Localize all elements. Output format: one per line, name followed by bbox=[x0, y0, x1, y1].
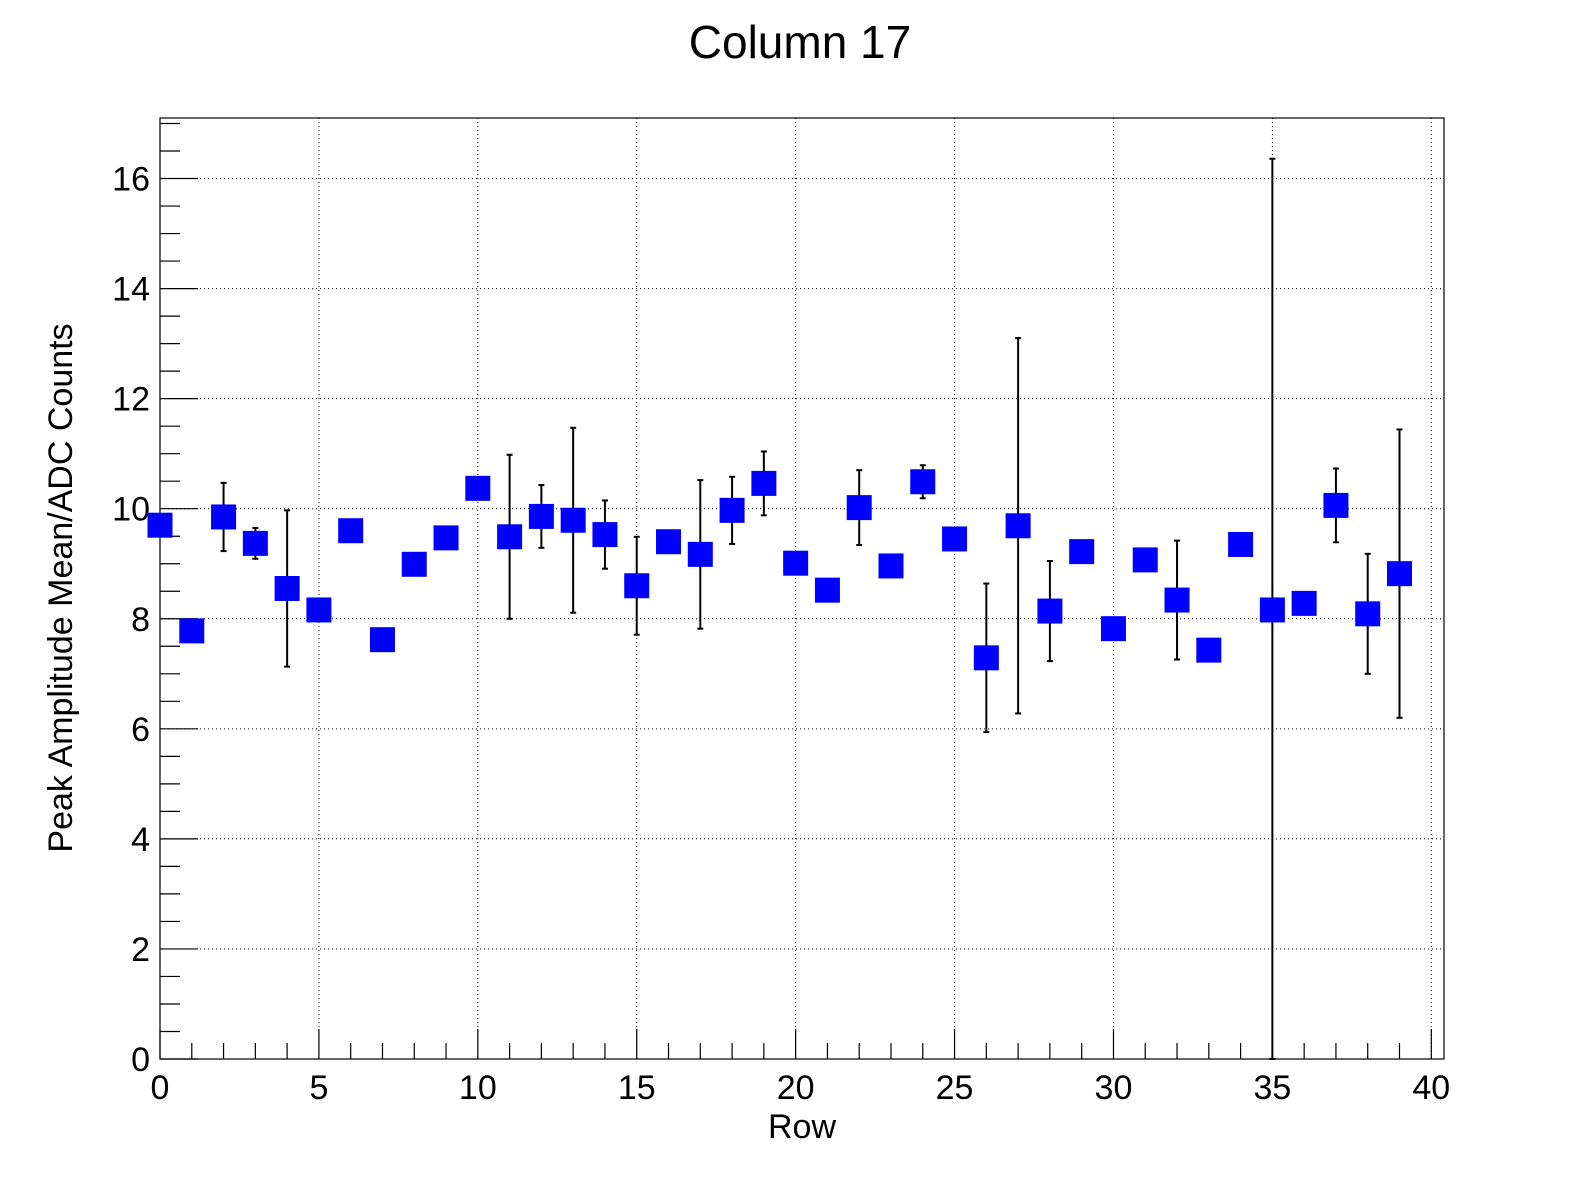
data-point bbox=[942, 526, 968, 552]
data-point bbox=[369, 627, 395, 653]
y-tick-label: 6 bbox=[131, 711, 150, 749]
x-tick-label: 20 bbox=[777, 1069, 815, 1107]
data-point bbox=[878, 553, 904, 579]
data-point bbox=[1100, 616, 1126, 642]
data-point bbox=[211, 504, 237, 530]
data-point bbox=[910, 469, 936, 495]
x-tick-label: 35 bbox=[1253, 1069, 1291, 1107]
x-tick-label: 25 bbox=[936, 1069, 974, 1107]
data-point bbox=[1387, 561, 1413, 587]
data-point bbox=[274, 576, 300, 601]
y-axis-label: Peak Amplitude Mean/ADC Counts bbox=[42, 323, 80, 852]
data-point bbox=[1228, 531, 1254, 557]
x-tick-label: 0 bbox=[151, 1069, 170, 1107]
y-tick-label: 10 bbox=[112, 491, 150, 529]
data-point bbox=[656, 529, 682, 555]
data-point bbox=[1355, 601, 1381, 627]
y-tick-label: 12 bbox=[112, 381, 150, 419]
y-tick-label: 2 bbox=[131, 931, 150, 969]
data-point bbox=[1323, 492, 1349, 518]
x-tick-label: 15 bbox=[618, 1069, 656, 1107]
x-tick-label: 10 bbox=[459, 1069, 497, 1107]
data-points bbox=[147, 469, 1413, 671]
x-axis-label: Row bbox=[768, 1108, 836, 1146]
y-tick-label: 0 bbox=[131, 1041, 150, 1079]
chart-title: Column 17 bbox=[689, 16, 911, 68]
y-tick-label: 8 bbox=[131, 601, 150, 639]
data-point bbox=[783, 550, 809, 576]
data-point bbox=[719, 497, 745, 523]
data-point bbox=[1291, 590, 1317, 616]
x-tick-label: 5 bbox=[309, 1069, 328, 1107]
data-point bbox=[433, 525, 459, 551]
data-point bbox=[1196, 637, 1222, 663]
data-point bbox=[687, 541, 713, 567]
data-point bbox=[1132, 547, 1158, 573]
data-point bbox=[624, 573, 650, 599]
data-point bbox=[465, 475, 491, 501]
data-point bbox=[1069, 539, 1095, 565]
data-point bbox=[179, 618, 205, 644]
tick-labels: 0 5 10 15 20 25 30 35 40 0 2 4 6 8 10 12 14 16 bbox=[112, 161, 1450, 1107]
data-point bbox=[1164, 587, 1190, 613]
data-point bbox=[401, 551, 427, 577]
data-point bbox=[1037, 598, 1063, 624]
data-point bbox=[560, 507, 586, 533]
data-point bbox=[751, 470, 777, 496]
y-tick-label: 16 bbox=[112, 161, 150, 199]
data-point bbox=[1005, 513, 1031, 539]
data-point bbox=[814, 577, 840, 603]
data-point bbox=[306, 597, 332, 623]
data-point bbox=[1259, 597, 1285, 623]
x-tick-label: 30 bbox=[1095, 1069, 1133, 1107]
axis-ticks bbox=[159, 122, 1432, 1060]
y-tick-label: 14 bbox=[112, 271, 150, 309]
data-point bbox=[846, 495, 872, 521]
plot-frame bbox=[159, 117, 1445, 1060]
y-tick-label: 4 bbox=[131, 821, 150, 859]
data-point bbox=[147, 512, 173, 538]
data-point bbox=[497, 524, 523, 550]
data-point bbox=[973, 645, 999, 671]
data-point bbox=[592, 522, 618, 548]
data-point bbox=[338, 518, 364, 544]
x-tick-label: 40 bbox=[1412, 1069, 1450, 1107]
data-point bbox=[528, 503, 554, 529]
data-point bbox=[242, 530, 268, 556]
